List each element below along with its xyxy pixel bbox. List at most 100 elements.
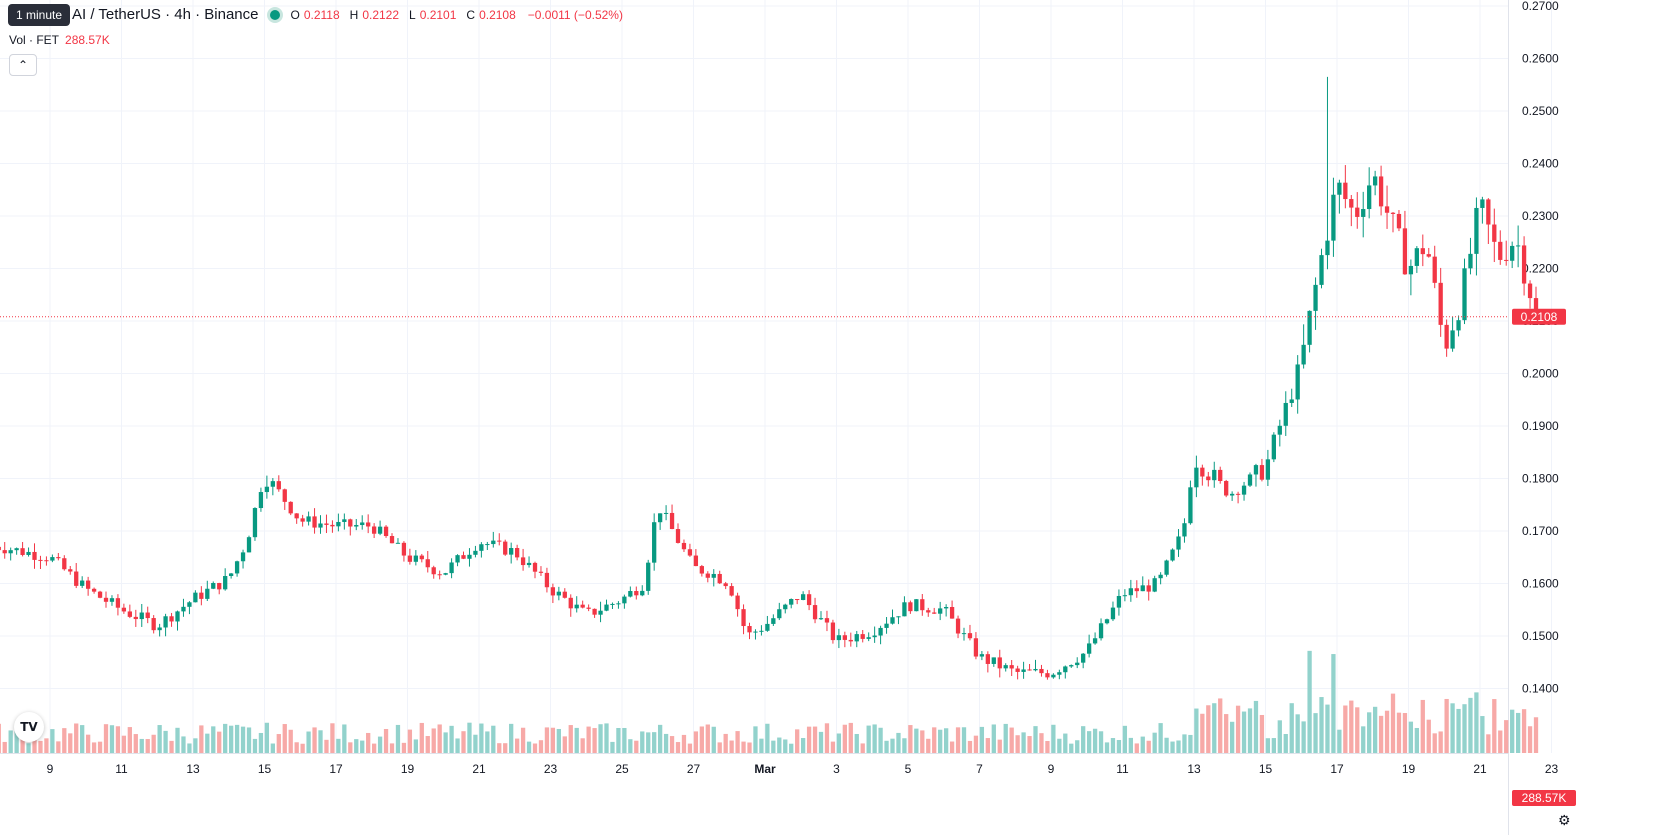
symbol-title[interactable]: AI / TetherUS · 4h · Binance — [72, 6, 259, 23]
candle-body — [1069, 665, 1074, 667]
candle-body — [306, 516, 311, 522]
volume-bar — [1396, 712, 1402, 753]
candle-body — [1390, 212, 1396, 214]
volume-bar — [169, 740, 174, 753]
volume-bar — [652, 732, 657, 753]
volume-bar — [1033, 726, 1038, 753]
candle-body — [693, 555, 699, 567]
volume-bar — [1450, 703, 1455, 753]
candle-body — [38, 559, 43, 561]
candle-body — [1140, 585, 1145, 592]
candle-body — [1116, 595, 1122, 608]
volume-bar — [717, 742, 722, 753]
volume-bar — [133, 734, 138, 753]
volume-bar — [407, 729, 413, 753]
candle-body — [747, 626, 752, 633]
candle-body — [1343, 182, 1348, 200]
gear-icon[interactable]: ⚙ — [1558, 812, 1571, 828]
volume-bar — [1241, 711, 1247, 753]
candle-body — [32, 551, 37, 560]
candle-body — [848, 639, 853, 642]
candle-body — [1444, 324, 1449, 349]
candle-body — [479, 544, 484, 551]
candle-body — [371, 526, 377, 534]
candle-body — [68, 569, 73, 572]
volume-bar — [1027, 736, 1032, 753]
candle-body — [205, 588, 210, 599]
candle-body — [979, 654, 985, 657]
volume-bar — [556, 728, 561, 753]
last-volume-label: 288.57K — [1522, 791, 1567, 805]
volume-bar — [1325, 704, 1330, 753]
volume-bar — [1128, 737, 1133, 753]
volume-bar — [747, 742, 752, 753]
volume-bar — [735, 731, 740, 753]
volume-bar — [1295, 714, 1300, 753]
candle-body — [419, 555, 424, 560]
volume-bar — [908, 725, 913, 753]
volume-bar — [354, 739, 359, 753]
candle-body — [1408, 265, 1414, 275]
candle-body — [1372, 176, 1378, 186]
collapse-legend-button[interactable]: ⌃ — [9, 54, 37, 76]
candle-body — [312, 516, 317, 528]
volume-bar — [181, 736, 186, 753]
candle-body — [151, 618, 156, 631]
time-tick-label: 11 — [1116, 762, 1129, 776]
candle-body — [1134, 588, 1139, 592]
volume-bar — [461, 731, 466, 753]
time-tick-label: Mar — [754, 762, 776, 776]
volume-bar — [252, 738, 258, 753]
candle-body — [1033, 668, 1038, 671]
volume-bar — [1152, 732, 1157, 753]
candle-body — [735, 595, 740, 610]
volume-bar — [622, 727, 627, 753]
candle-body — [973, 638, 979, 657]
candle-body — [2, 550, 7, 554]
candle-body — [1420, 248, 1425, 255]
candle-body — [270, 481, 275, 487]
candle-body — [1218, 469, 1223, 481]
volume-bar — [1384, 710, 1390, 753]
candle-body — [509, 548, 514, 555]
candle-body — [252, 508, 258, 538]
candle-body — [1504, 259, 1509, 261]
candle-body — [187, 602, 192, 607]
volume-bar — [413, 739, 418, 753]
volume-bar — [26, 743, 31, 753]
time-tick-label: 17 — [1330, 762, 1344, 776]
volume-bar — [795, 729, 800, 753]
candle-body — [687, 549, 693, 556]
volume-bar — [377, 736, 383, 753]
volume-bar — [854, 733, 859, 753]
candle-body — [777, 609, 782, 619]
candle-body — [199, 592, 204, 599]
candle-body — [991, 657, 996, 664]
volume-bar — [103, 724, 109, 753]
candle-body — [1253, 465, 1259, 475]
volume-bar — [693, 731, 699, 753]
time-tick-label: 19 — [1402, 762, 1416, 776]
volume-bar — [419, 722, 424, 753]
candle-body — [1259, 465, 1265, 480]
candle-body — [884, 623, 889, 628]
volume-bar — [610, 741, 615, 753]
volume-bar — [771, 740, 776, 753]
candle-body — [103, 597, 109, 602]
volume-bar — [485, 731, 490, 753]
candle-body — [1378, 176, 1384, 207]
candle-body — [1426, 254, 1431, 257]
candle-body — [318, 523, 323, 528]
candle-body — [1456, 320, 1461, 331]
volume-bar — [1432, 733, 1437, 753]
candle-body — [26, 551, 31, 555]
volume-bar — [62, 728, 67, 753]
volume-bar — [449, 725, 454, 753]
volume-bar — [401, 742, 407, 753]
candle-body — [264, 486, 270, 493]
price-tick-label: 0.1900 — [1522, 419, 1559, 433]
tradingview-logo[interactable]: TV — [14, 712, 44, 742]
candle-body — [854, 634, 859, 642]
volume-bar — [598, 724, 603, 753]
